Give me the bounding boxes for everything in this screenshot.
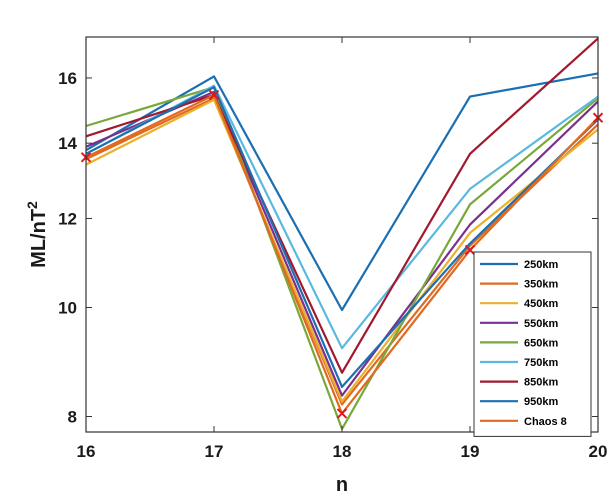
marker-stroke: [464, 244, 476, 256]
x-axis-label: n: [336, 474, 348, 496]
series-marker: [464, 244, 476, 256]
x-tick-label: 19: [461, 442, 480, 461]
legend-label: 650km: [524, 337, 558, 349]
marker-stroke: [208, 89, 220, 101]
series-marker: [208, 89, 220, 101]
y-tick-label: 10: [58, 299, 77, 318]
legend-label: 450km: [524, 298, 558, 310]
y-tick-label: 16: [58, 69, 77, 88]
x-tick-label: 16: [77, 442, 96, 461]
legend-label: 750km: [524, 357, 558, 369]
y-axis-label-text: ML/nT: [28, 209, 50, 268]
y-tick-label: 12: [58, 209, 77, 228]
x-tick-label: 20: [589, 442, 608, 461]
series-line-7: [85, 86, 599, 388]
legend: 250km 350km 450km 550km 650km 750km 850km 950km…: [473, 251, 592, 437]
legend-label: 550km: [524, 318, 558, 330]
y-tick-label: 8: [68, 407, 77, 426]
series-line-2: [85, 98, 599, 403]
legend-label: 350km: [524, 279, 558, 291]
y-axis-label: ML/nT2: [24, 201, 50, 268]
x-tick-label: 18: [333, 442, 352, 461]
legend-label: 950km: [524, 396, 558, 408]
legend-label: 250km: [524, 259, 558, 271]
axis-ticks: 16 17 18 19 20 8 10 12 14 16: [58, 37, 607, 461]
y-axis-label-superscript: 2: [24, 201, 40, 209]
x-tick-label: 17: [205, 442, 224, 461]
legend-label: 850km: [524, 377, 558, 389]
y-tick-label: 14: [58, 134, 77, 153]
marker-stroke: [336, 408, 348, 419]
legend-label: Chaos 8: [524, 416, 567, 428]
series-marker: [336, 408, 348, 419]
